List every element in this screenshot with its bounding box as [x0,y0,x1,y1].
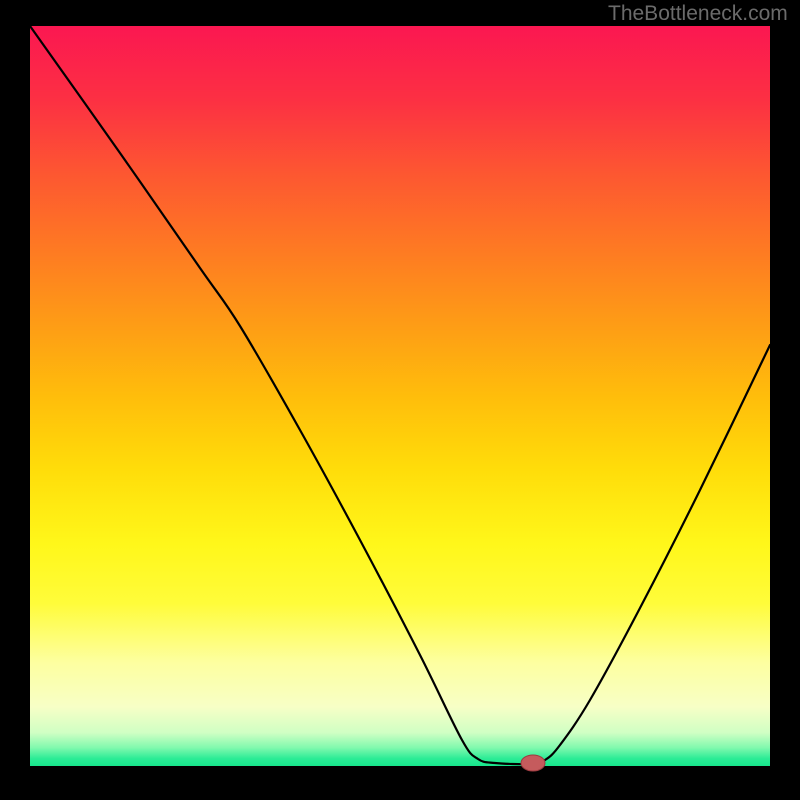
optimal-point-marker [0,0,800,800]
chart-container: TheBottleneck.com [0,0,800,800]
watermark-text: TheBottleneck.com [608,2,788,26]
